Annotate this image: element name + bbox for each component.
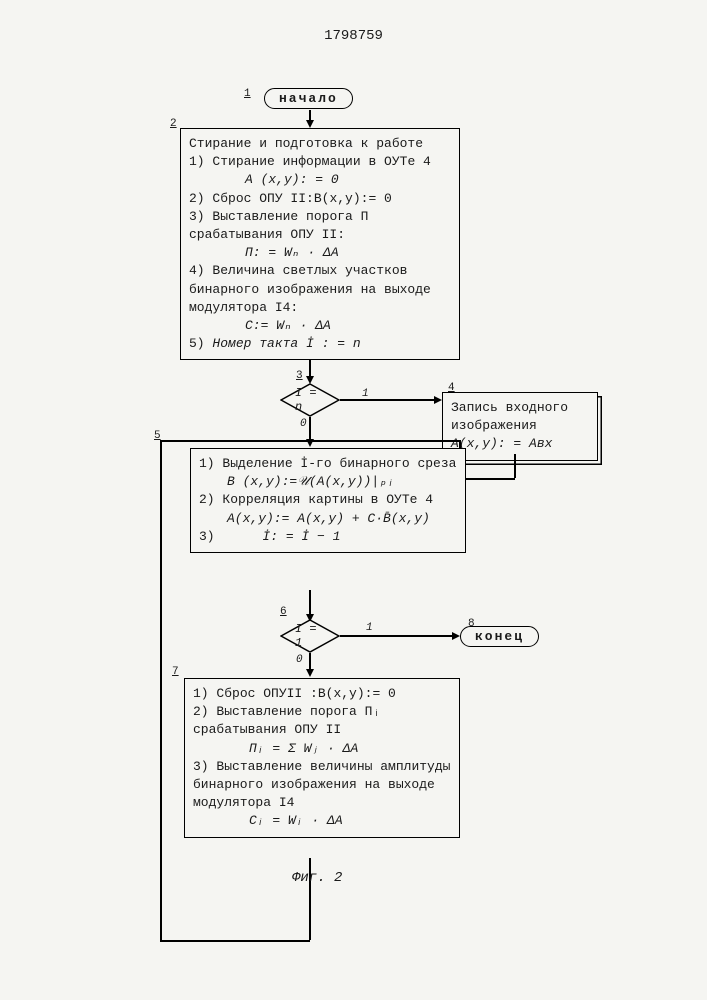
arrow-icon xyxy=(452,632,460,640)
page-number: 1798759 xyxy=(324,28,383,44)
connector xyxy=(340,635,454,637)
arrow-icon xyxy=(434,396,442,404)
node-num-3: 3 xyxy=(296,370,303,382)
b2-i3t: Выставление порога П срабатывания ОПУ II… xyxy=(189,209,368,242)
process-block-5: 1) Выделение İ-го бинарного среза B (x,y… xyxy=(190,448,466,553)
b2-i1t: Стирание информации в ОУТе 4 xyxy=(212,154,430,169)
connector xyxy=(309,417,311,441)
b7-i2t: Выставление порога Пᵢ срабатывания ОПУ I… xyxy=(193,704,380,737)
d3-no: 0 xyxy=(300,418,307,430)
b2-i3n: 3) xyxy=(189,209,205,224)
b2-i1n: 1) xyxy=(189,154,205,169)
d6-no: 0 xyxy=(296,654,303,666)
b5-i1n: 1) xyxy=(199,456,215,471)
d6-yes: 1 xyxy=(366,622,373,634)
terminal-end: конец xyxy=(460,626,539,647)
b2-i5n: 5) xyxy=(189,336,205,351)
node-num-2: 2 xyxy=(170,118,177,130)
b5-i3f: İ: = İ − 1 xyxy=(222,529,340,544)
b2-i4f: C:= Wₙ · ΔA xyxy=(189,317,451,335)
b7-i2n: 2) xyxy=(193,704,209,719)
b2-i4t: Величина светлых участков бинарного изоб… xyxy=(189,263,431,314)
b2-i2t: Сброс ОПУ II:B(x,y):= 0 xyxy=(212,191,391,206)
b7-i3f: Cᵢ = Wᵢ · ΔA xyxy=(193,812,451,830)
arrow-icon xyxy=(306,669,314,677)
connector xyxy=(340,399,436,401)
b5-i1f: B (x,y):=𝒰(A(x,y))|ₚᵢ xyxy=(199,473,457,491)
b7-i3n: 3) xyxy=(193,759,209,774)
process-block-2: Стирание и подготовка к работе 1) Стиран… xyxy=(180,128,460,360)
decision3-cond: I = n xyxy=(295,386,325,414)
b4-l1: Запись входного xyxy=(451,400,568,415)
b7-i2f: Пᵢ = Σ Wⱼ · ΔA xyxy=(193,740,451,758)
b5-i2n: 2) xyxy=(199,492,215,507)
b5-i1t: Выделение İ-го бинарного среза xyxy=(222,456,456,471)
b7-i3t: Выставление величины амплитуды бинарного… xyxy=(193,759,450,810)
decision6-cond: I = 1 xyxy=(295,622,325,650)
b2-i1f: A (x,y): = 0 xyxy=(189,171,451,189)
connector xyxy=(514,454,516,478)
terminal-start: начало xyxy=(264,88,353,109)
b7-i1t: Сброс ОПУII :B(x,y):= 0 xyxy=(216,686,395,701)
loop-frame-top xyxy=(160,440,460,442)
node-num-1: 1 xyxy=(244,88,251,100)
arrow-icon xyxy=(306,120,314,128)
b5-i3n: 3) xyxy=(199,529,215,544)
connector xyxy=(160,940,310,942)
connector xyxy=(309,590,311,616)
b2-i4n: 4) xyxy=(189,263,205,278)
b2-i3f: П: = Wₙ · ΔA xyxy=(189,244,451,262)
b4-l3: A(x,y): = Aвх xyxy=(451,436,552,451)
node-num-7: 7 xyxy=(172,666,179,678)
b5-i2f: A(x,y):= A(x,y) + C·B̄(x,y) xyxy=(199,510,457,528)
block2-title: Стирание и подготовка к работе xyxy=(189,136,423,151)
b5-i2t: Корреляция картины в ОУТе 4 xyxy=(222,492,433,507)
b4-l2: изображения xyxy=(451,418,537,433)
node-num-6: 6 xyxy=(280,606,287,618)
b2-i2n: 2) xyxy=(189,191,205,206)
figure-label: Фиг. 2 xyxy=(292,870,342,886)
b2-i5t: Номер такта İ : = n xyxy=(212,336,360,351)
b7-i1n: 1) xyxy=(193,686,209,701)
loop-frame-left xyxy=(160,440,162,940)
decision-6: I = 1 xyxy=(280,619,340,653)
decision-3: I = n xyxy=(280,383,340,417)
process-block-7: 1) Сброс ОПУII :B(x,y):= 0 2) Выставлени… xyxy=(184,678,460,838)
